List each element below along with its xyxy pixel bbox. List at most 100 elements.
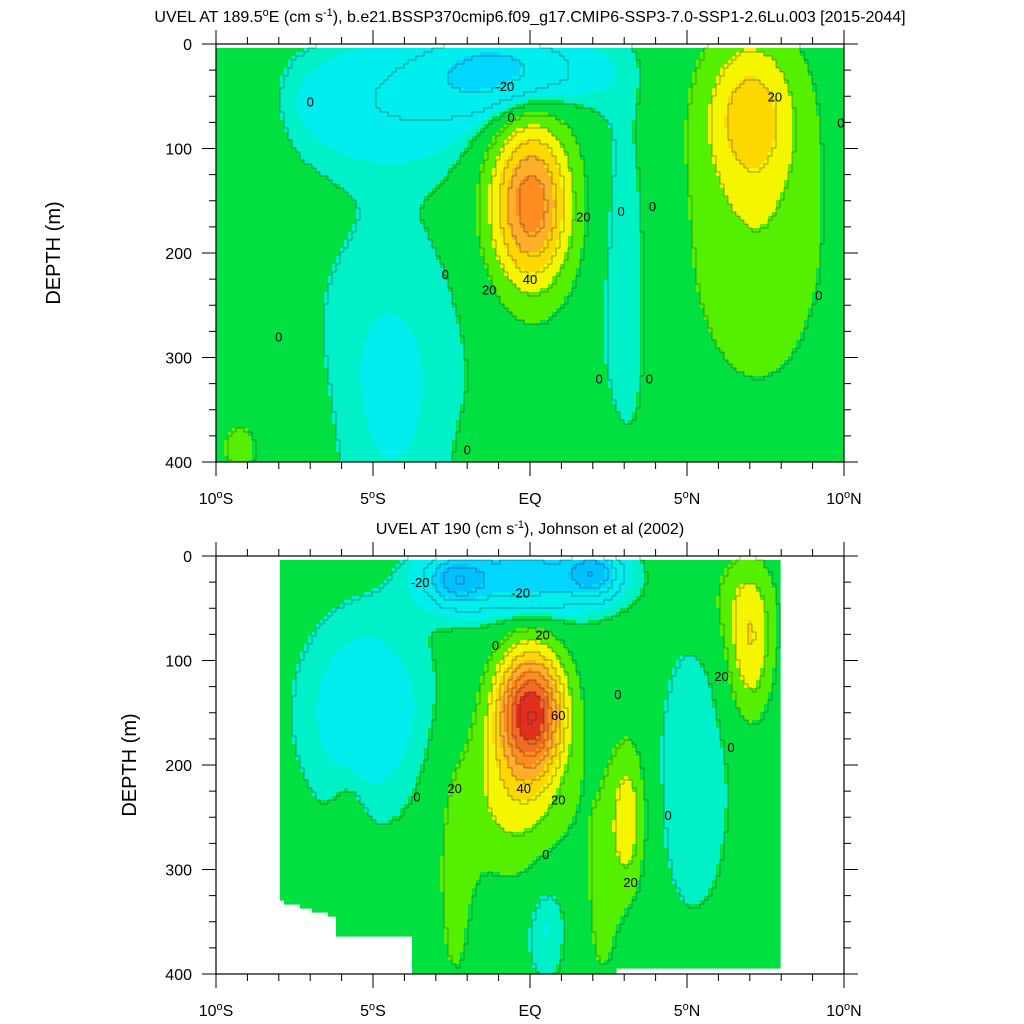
contour-cell bbox=[348, 460, 353, 462]
contour-cell bbox=[248, 304, 253, 309]
contour-cell bbox=[368, 220, 373, 225]
contour-cell bbox=[392, 192, 397, 197]
contour-cell bbox=[264, 412, 269, 417]
contour-cell bbox=[268, 416, 273, 421]
contour-cell bbox=[336, 136, 341, 141]
contour-cell bbox=[308, 332, 313, 337]
contour-cell bbox=[268, 300, 273, 305]
contour-cell bbox=[320, 344, 325, 349]
contour-cell bbox=[404, 368, 409, 373]
contour-cell bbox=[348, 368, 353, 373]
contour-cell bbox=[380, 112, 385, 117]
contour-cell bbox=[276, 84, 281, 89]
contour-cell bbox=[340, 456, 345, 461]
contour-cell bbox=[308, 92, 313, 97]
contour-cell bbox=[284, 64, 289, 69]
contour-cell bbox=[304, 340, 309, 345]
contour-cell bbox=[280, 136, 285, 141]
contour-cell bbox=[232, 288, 237, 293]
contour-cell bbox=[300, 448, 305, 453]
contour-cell bbox=[312, 56, 317, 61]
contour-cell bbox=[300, 336, 305, 341]
contour-cell bbox=[340, 324, 345, 329]
contour-cell bbox=[244, 296, 249, 301]
contour-cell bbox=[224, 116, 229, 121]
contour-cell bbox=[312, 156, 317, 161]
contour-cell bbox=[240, 180, 245, 185]
contour-cell bbox=[360, 436, 365, 441]
contour-cell bbox=[300, 216, 305, 221]
contour-cell bbox=[364, 260, 369, 265]
contour-cell bbox=[264, 176, 269, 181]
contour-cell bbox=[368, 368, 373, 373]
contour-cell bbox=[252, 72, 257, 77]
contour-cell bbox=[324, 344, 329, 349]
contour-cell bbox=[260, 292, 265, 297]
contour-cell bbox=[344, 288, 349, 293]
contour-cell bbox=[372, 124, 377, 129]
contour-cell bbox=[348, 144, 353, 149]
contour-cell bbox=[232, 64, 237, 69]
contour-cell bbox=[248, 84, 253, 89]
contour-cell bbox=[216, 428, 221, 433]
contour-cell bbox=[356, 432, 361, 437]
contour-cell bbox=[236, 408, 241, 413]
contour-cell bbox=[300, 72, 305, 77]
contour-cell bbox=[276, 248, 281, 253]
contour-cell bbox=[264, 84, 269, 89]
contour-cell bbox=[328, 108, 333, 113]
contour-cell bbox=[252, 344, 257, 349]
contour-cell bbox=[368, 180, 373, 185]
contour-cell bbox=[368, 448, 373, 453]
contour-cell bbox=[228, 392, 233, 397]
contour-cell bbox=[348, 124, 353, 129]
contour-cell bbox=[220, 92, 225, 97]
contour-cell bbox=[268, 456, 273, 461]
contour-cell bbox=[232, 248, 237, 253]
contour-cell bbox=[276, 356, 281, 361]
contour-cell bbox=[300, 404, 305, 409]
contour-cell bbox=[232, 204, 237, 209]
contour-cell bbox=[392, 260, 397, 265]
contour-cell bbox=[340, 116, 345, 121]
contour-cell bbox=[340, 404, 345, 409]
contour-cell bbox=[340, 156, 345, 161]
contour-cell bbox=[324, 420, 329, 425]
contour-cell bbox=[264, 416, 269, 421]
contour-cell bbox=[340, 240, 345, 245]
contour-cell bbox=[256, 136, 261, 141]
contour-cell bbox=[312, 72, 317, 77]
contour-cell bbox=[316, 112, 321, 117]
contour-cell bbox=[324, 80, 329, 85]
contour-cell bbox=[252, 248, 257, 253]
contour-cell bbox=[364, 160, 369, 165]
contour-cell bbox=[340, 144, 345, 149]
contour-cell bbox=[240, 384, 245, 389]
contour-cell bbox=[240, 76, 245, 81]
contour-cell bbox=[344, 240, 349, 245]
contour-cell bbox=[220, 160, 225, 165]
contour-cell bbox=[336, 160, 341, 165]
contour-cell bbox=[308, 192, 313, 197]
contour-cell bbox=[384, 80, 389, 85]
contour-cell bbox=[264, 304, 269, 309]
contour-cell bbox=[272, 132, 277, 137]
contour-cell bbox=[336, 332, 341, 337]
contour-cell bbox=[288, 192, 293, 197]
contour-cell bbox=[400, 116, 405, 121]
contour-cell bbox=[400, 244, 405, 249]
contour-cell bbox=[384, 116, 389, 121]
contour-cell bbox=[252, 288, 257, 293]
contour-cell bbox=[400, 68, 405, 73]
contour-cell bbox=[372, 232, 377, 237]
contour-cell bbox=[244, 448, 249, 453]
contour-cell bbox=[316, 384, 321, 389]
contour-cell bbox=[336, 172, 341, 177]
contour-cell bbox=[280, 188, 285, 193]
contour-cell bbox=[348, 244, 353, 249]
contour-cell bbox=[404, 392, 409, 397]
contour-cell bbox=[404, 416, 409, 421]
contour-cell bbox=[288, 156, 293, 161]
contour-cell bbox=[320, 256, 325, 261]
contour-cell bbox=[316, 100, 321, 105]
